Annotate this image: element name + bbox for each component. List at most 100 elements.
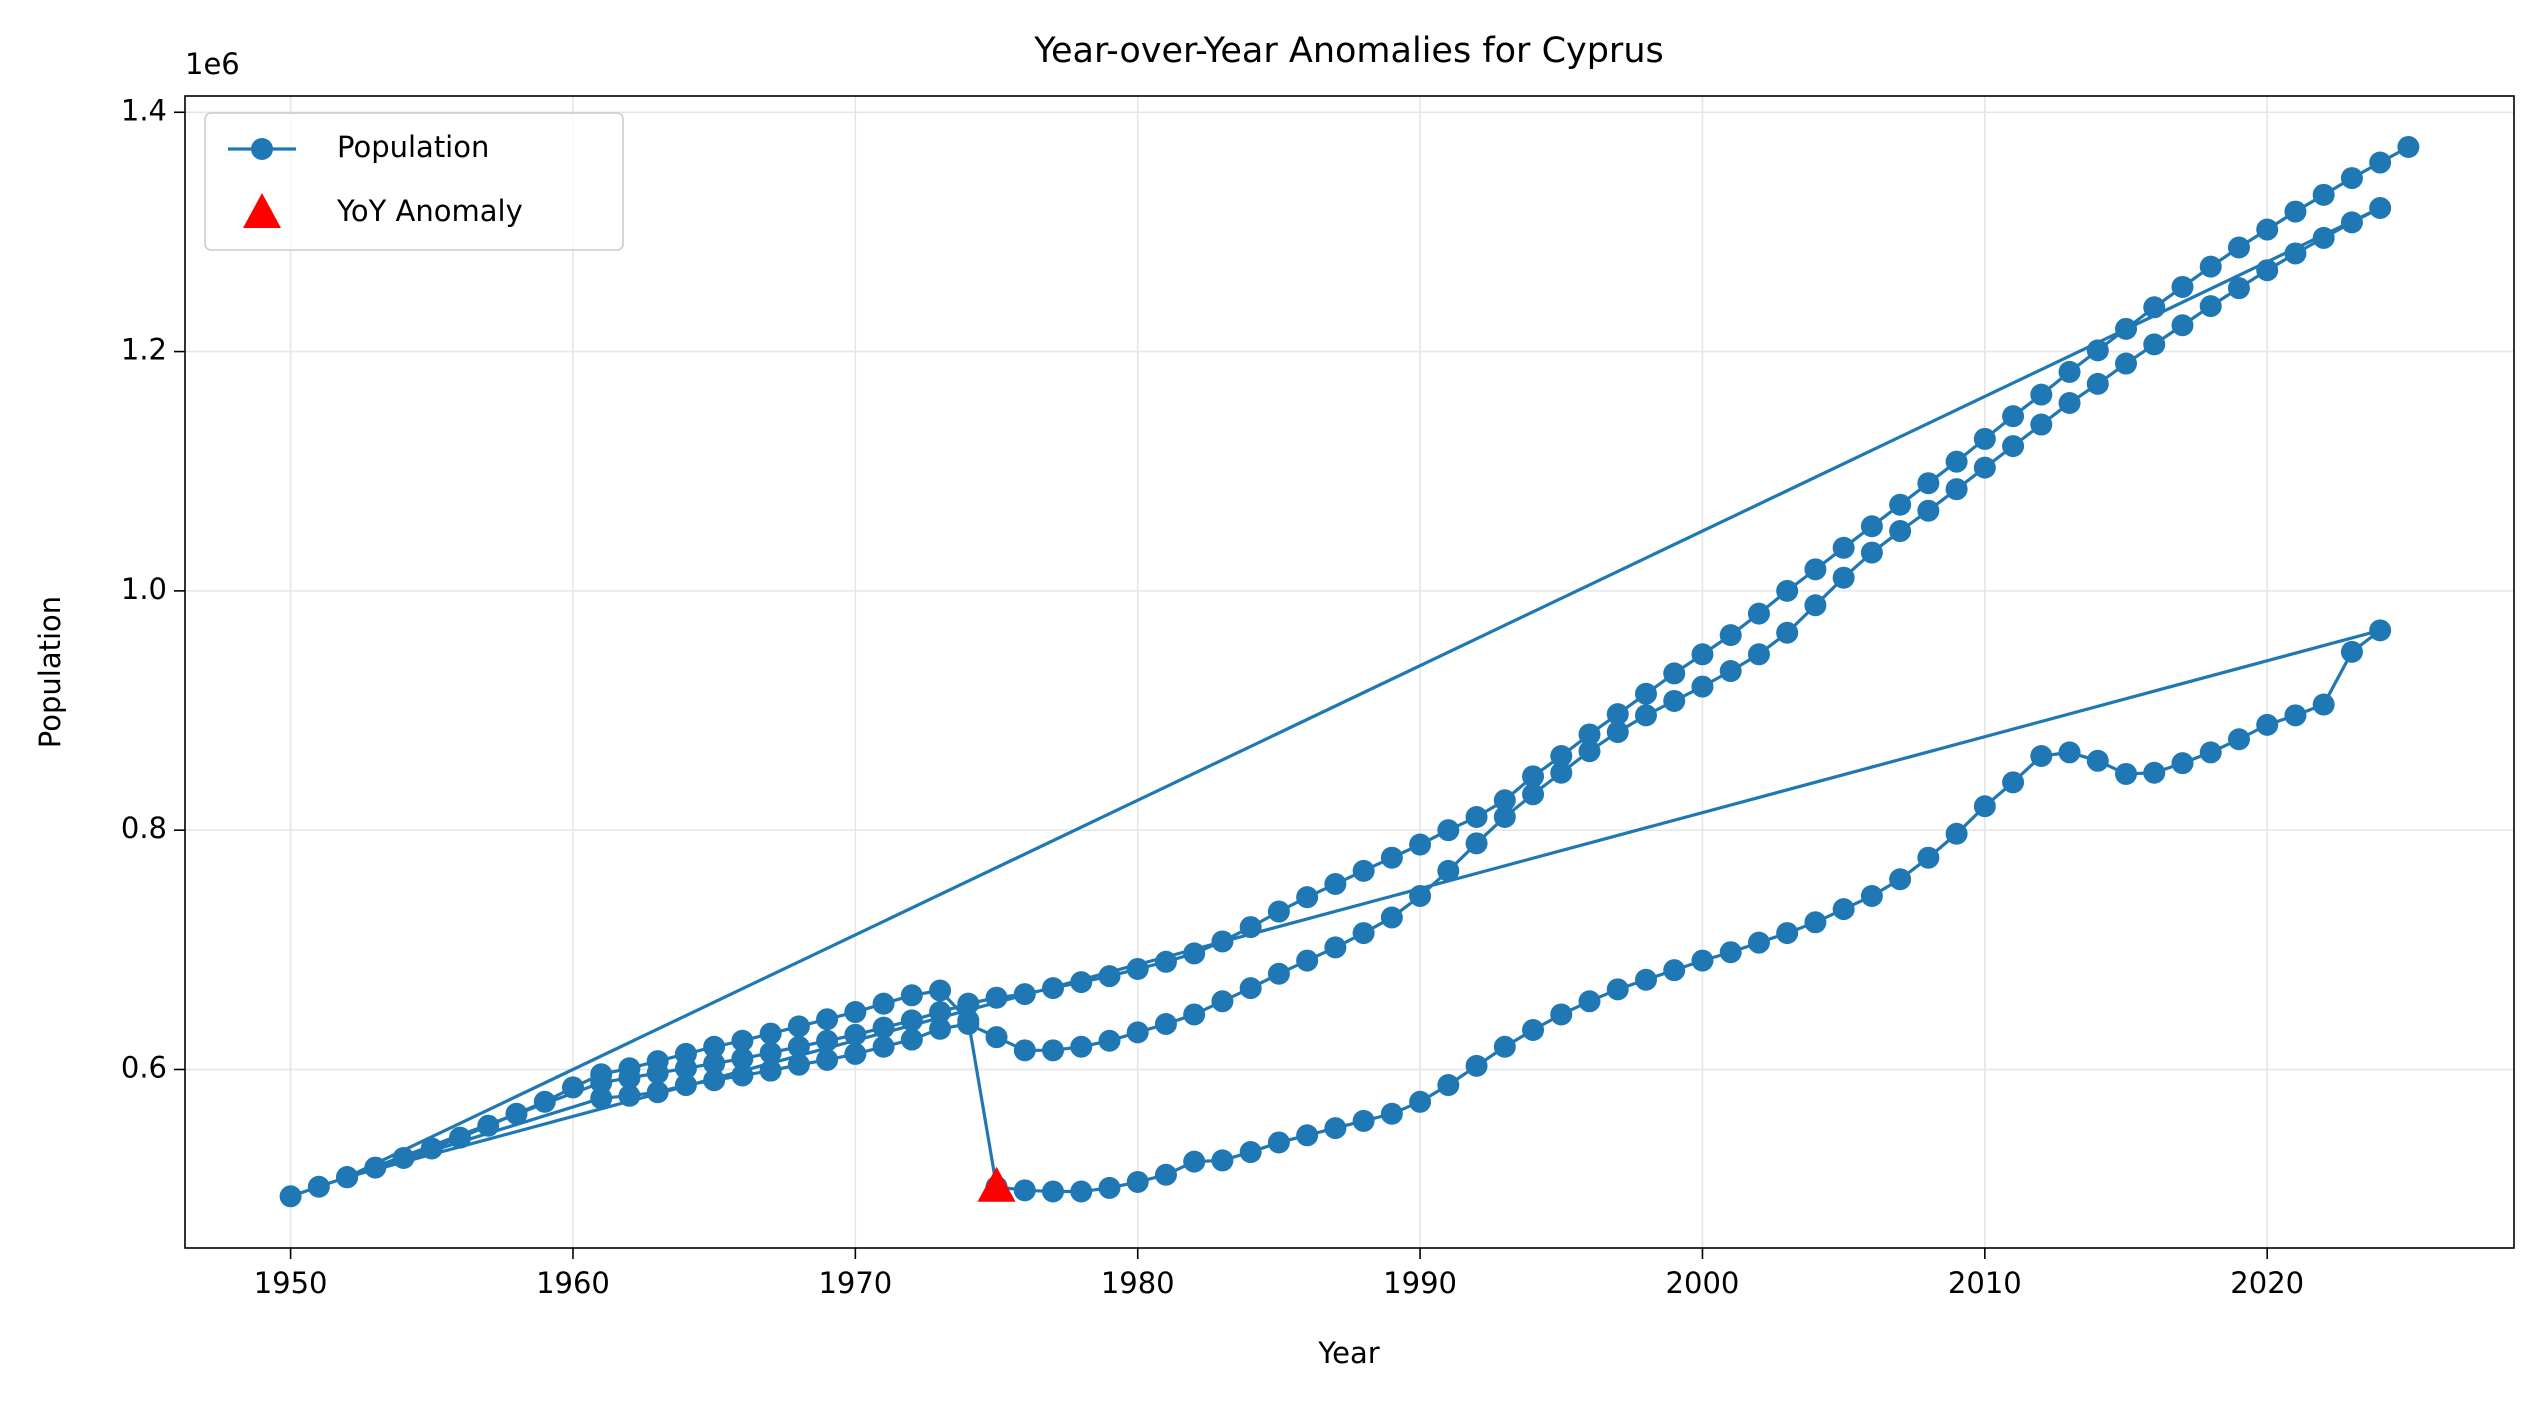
series (279, 135, 2420, 1208)
point (1183, 1150, 1206, 1173)
x-tick-label: 1960 (536, 1266, 610, 1300)
point (590, 1087, 613, 1110)
point (1154, 950, 1177, 973)
point (1380, 846, 1403, 869)
point (985, 1026, 1008, 1049)
point (2256, 713, 2279, 736)
point (2030, 383, 2053, 406)
point (1606, 703, 1629, 726)
point (1691, 949, 1714, 972)
point (2199, 295, 2222, 318)
point (2143, 761, 2166, 784)
point (2284, 704, 2307, 727)
point (1917, 499, 1940, 522)
point (1013, 983, 1036, 1006)
point (985, 986, 1008, 1009)
point (2312, 183, 2335, 206)
point (1437, 1074, 1460, 1097)
point (1606, 978, 1629, 1001)
point (1070, 1180, 1093, 1203)
point (1239, 977, 1262, 1000)
point (2058, 741, 2081, 764)
point (1550, 761, 1573, 784)
point (533, 1090, 556, 1113)
point (1945, 822, 1968, 845)
x-tick-label: 2010 (1948, 1266, 2022, 1300)
point (1973, 456, 1996, 479)
point (646, 1062, 669, 1085)
point (1917, 472, 1940, 495)
point (1352, 922, 1375, 945)
point (2227, 728, 2250, 751)
point (1945, 478, 1968, 501)
point (1211, 1149, 1234, 1172)
point (618, 1066, 641, 1089)
point (1804, 911, 1827, 934)
y-tick-label: 0.8 (121, 811, 167, 845)
point (2340, 167, 2363, 190)
point (787, 1035, 810, 1058)
point (2002, 405, 2025, 428)
point (1296, 886, 1319, 909)
point (1747, 931, 1770, 954)
point (505, 1102, 528, 1125)
point (1437, 859, 1460, 882)
point (1550, 744, 1573, 767)
point (844, 1023, 867, 1046)
point (1973, 795, 1996, 818)
point (1013, 1039, 1036, 1062)
point (2312, 693, 2335, 716)
point (2086, 749, 2109, 772)
point (703, 1052, 726, 1075)
point (1776, 621, 1799, 644)
legend-label: Population (337, 130, 489, 164)
point (816, 1029, 839, 1052)
point (1578, 990, 1601, 1013)
x-tick-label: 1950 (254, 1266, 328, 1300)
point (2143, 296, 2166, 319)
point (1239, 1141, 1262, 1164)
point (1719, 624, 1742, 647)
axes-frame (184, 95, 2515, 1249)
point (1860, 541, 1883, 564)
point (2199, 741, 2222, 764)
point (1832, 898, 1855, 921)
point (1493, 1035, 1516, 1058)
point (2086, 372, 2109, 395)
point (1634, 968, 1657, 991)
point (703, 1035, 726, 1058)
point (844, 1042, 867, 1065)
point (646, 1081, 669, 1104)
point (1493, 806, 1516, 829)
point (1380, 1102, 1403, 1125)
point (2227, 277, 2250, 300)
point (2284, 200, 2307, 223)
point (759, 1022, 782, 1045)
point (279, 1185, 302, 1208)
y-tick-label: 1.2 (121, 333, 167, 367)
point (1889, 868, 1912, 891)
point (1042, 977, 1065, 1000)
point (2340, 211, 2363, 234)
point (2199, 255, 2222, 278)
point (2115, 352, 2138, 375)
point (2369, 151, 2392, 174)
point (1352, 1109, 1375, 1132)
anomaly-marker (977, 1166, 1016, 1202)
point (1550, 1003, 1573, 1026)
point (872, 1035, 895, 1058)
point (929, 1001, 952, 1024)
point (1296, 1124, 1319, 1147)
point (2256, 218, 2279, 241)
point (1409, 1090, 1432, 1113)
legend: Population YoY Anomaly (204, 112, 624, 251)
point (1296, 949, 1319, 972)
point (2369, 619, 2392, 642)
point (2086, 339, 2109, 362)
point (561, 1076, 584, 1099)
point (2369, 196, 2392, 219)
x-tick-label: 2000 (1666, 1266, 1740, 1300)
point (1126, 957, 1149, 980)
point (1945, 450, 1968, 473)
